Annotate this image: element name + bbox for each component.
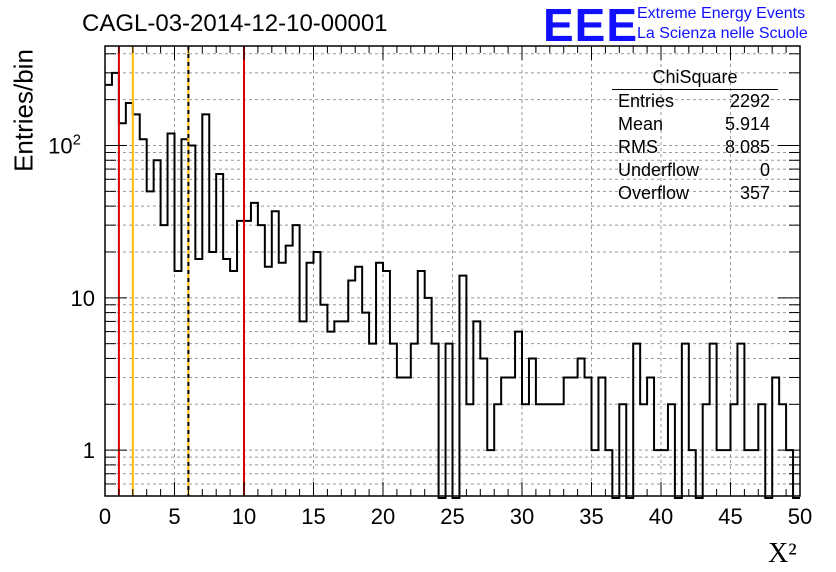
x-tick-label: 35 xyxy=(579,504,603,529)
x-tick-label: 45 xyxy=(718,504,742,529)
stats-row: Mean 5.914 xyxy=(612,113,778,136)
eee-caption-line2: La Scienza nelle Scuole xyxy=(637,25,808,42)
x-tick-label: 40 xyxy=(649,504,673,529)
x-tick-label: 0 xyxy=(99,504,111,529)
y-tick-label: 10 xyxy=(71,286,95,311)
x-tick-label: 15 xyxy=(301,504,325,529)
stats-row: RMS 8.085 xyxy=(612,136,778,159)
y-axis-label: Entries/bin xyxy=(4,40,44,190)
x-tick-label: 20 xyxy=(371,504,395,529)
stats-value: 5.914 xyxy=(724,114,770,134)
x-tick-label: 10 xyxy=(232,504,256,529)
x-tick-label: 50 xyxy=(788,504,812,529)
stats-row: Entries 2292 xyxy=(612,90,778,113)
eee-logo: EEE xyxy=(543,0,639,51)
stats-value: 0 xyxy=(759,160,770,180)
histogram-line xyxy=(105,71,800,499)
stats-label: Entries xyxy=(618,91,675,111)
stats-label: RMS xyxy=(618,137,658,157)
stats-label: Mean xyxy=(618,114,664,134)
y-tick-label-exponent: 2 xyxy=(73,131,81,148)
chart-title: CAGL-03-2014-12-10-00001 xyxy=(82,10,388,37)
stats-label: Overflow xyxy=(618,183,690,203)
y-tick-label: 1 xyxy=(83,438,95,463)
y-axis-label-text: Entries/bin xyxy=(8,49,39,172)
stats-label: Underflow xyxy=(618,160,700,180)
stats-value: 2292 xyxy=(729,91,770,111)
x-tick-label: 30 xyxy=(510,504,534,529)
eee-caption: Extreme Energy Events La Scienza nelle S… xyxy=(637,4,808,44)
stats-row: Overflow 357 xyxy=(612,182,778,205)
stats-value: 8.085 xyxy=(724,137,770,157)
x-axis-label: X² xyxy=(768,538,797,569)
stats-header: ChiSquare xyxy=(612,66,778,90)
stats-value: 357 xyxy=(739,183,770,203)
stats-row: Underflow 0 xyxy=(612,159,778,182)
eee-caption-line1: Extreme Energy Events xyxy=(637,5,806,22)
y-tick-label: 102 xyxy=(48,131,81,158)
stats-box: ChiSquare Entries 2292 Mean 5.914 RMS 8.085… xyxy=(612,66,778,205)
x-tick-label: 25 xyxy=(440,504,464,529)
x-tick-label: 5 xyxy=(168,504,180,529)
